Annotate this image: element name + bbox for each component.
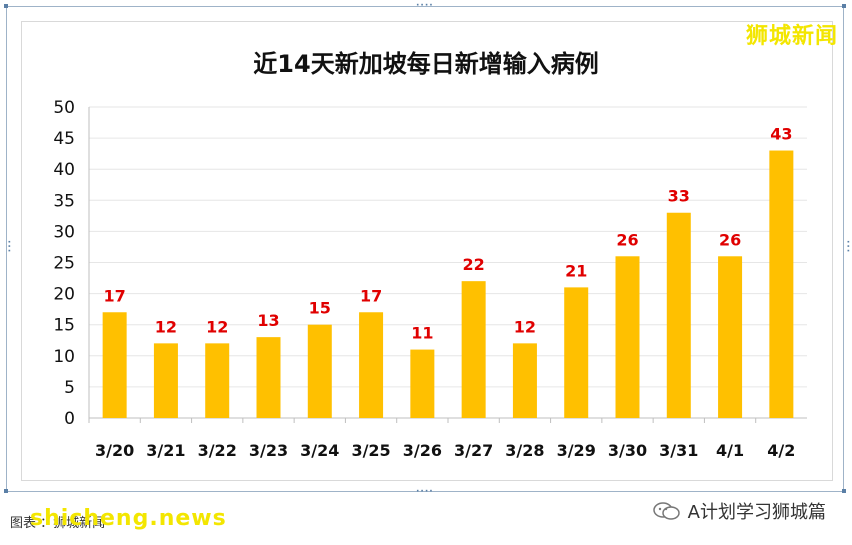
data-label: 26 bbox=[719, 230, 741, 249]
y-tick-label: 15 bbox=[53, 316, 75, 336]
bar bbox=[769, 150, 794, 419]
x-tick-label: 3/22 bbox=[198, 441, 237, 460]
data-label: 15 bbox=[309, 299, 331, 318]
x-tick-label: 3/28 bbox=[505, 441, 544, 460]
y-tick-label: 45 bbox=[53, 129, 75, 149]
credit-text: A计划学习狮城篇 bbox=[687, 502, 826, 523]
bar bbox=[153, 343, 178, 418]
x-tick-label: 3/27 bbox=[454, 441, 493, 460]
y-tick-label: 40 bbox=[53, 160, 75, 180]
bar bbox=[205, 343, 230, 418]
x-tick-label: 4/1 bbox=[716, 441, 744, 460]
bar bbox=[256, 337, 281, 418]
x-tick-label: 3/21 bbox=[146, 441, 185, 460]
bar bbox=[615, 256, 640, 418]
data-label: 43 bbox=[770, 125, 792, 144]
data-label: 12 bbox=[155, 317, 177, 336]
data-label: 33 bbox=[668, 187, 690, 206]
y-tick-label: 35 bbox=[53, 191, 75, 211]
data-label: 17 bbox=[360, 286, 382, 305]
wechat-icon bbox=[652, 502, 680, 520]
x-tick-label: 3/31 bbox=[659, 441, 698, 460]
corner-handle-top-right[interactable] bbox=[842, 4, 846, 8]
bar bbox=[410, 349, 435, 418]
data-label: 22 bbox=[463, 255, 485, 274]
bar bbox=[564, 287, 589, 418]
x-tick-label: 3/29 bbox=[557, 441, 596, 460]
bar bbox=[102, 312, 127, 418]
watermark-top: 狮城新闻 bbox=[745, 24, 838, 49]
y-tick-label: 50 bbox=[53, 98, 75, 118]
data-label: 17 bbox=[104, 286, 126, 305]
bar bbox=[718, 256, 743, 418]
x-tick-label: 3/23 bbox=[249, 441, 288, 460]
watermark-bottom: shicheng.news bbox=[30, 506, 227, 531]
chart-source: 图表 ：狮城新闻 bbox=[10, 516, 106, 531]
bar bbox=[461, 281, 486, 418]
data-label: 21 bbox=[565, 261, 587, 280]
y-tick-label: 30 bbox=[53, 222, 75, 242]
x-tick-label: 3/24 bbox=[300, 441, 339, 460]
resize-handle-bottom[interactable]: ···· bbox=[416, 487, 434, 497]
y-tick-label: 0 bbox=[64, 409, 75, 429]
data-label: 12 bbox=[206, 317, 228, 336]
data-label: 12 bbox=[514, 317, 536, 336]
x-tick-label: 3/20 bbox=[95, 441, 134, 460]
resize-handle-left[interactable]: ··· bbox=[3, 240, 13, 254]
resize-handle-right[interactable]: ··· bbox=[842, 240, 852, 254]
y-tick-label: 25 bbox=[53, 254, 75, 274]
data-label: 11 bbox=[411, 324, 433, 343]
x-tick-label: 3/25 bbox=[351, 441, 390, 460]
bar bbox=[666, 212, 691, 418]
data-label: 13 bbox=[257, 311, 279, 330]
credit: A计划学习狮城篇 bbox=[652, 498, 826, 524]
corner-handle-bottom-left[interactable] bbox=[4, 489, 8, 493]
x-tick-label: 3/26 bbox=[403, 441, 442, 460]
corner-handle-top-left[interactable] bbox=[4, 4, 8, 8]
x-tick-label: 3/30 bbox=[608, 441, 647, 460]
y-tick-label: 20 bbox=[53, 285, 75, 305]
bar bbox=[359, 312, 384, 418]
y-tick-label: 5 bbox=[64, 378, 75, 398]
bar bbox=[512, 343, 537, 418]
corner-handle-bottom-right[interactable] bbox=[842, 489, 846, 493]
resize-handle-top[interactable]: ···· bbox=[416, 1, 434, 11]
data-label: 26 bbox=[616, 230, 638, 249]
x-tick-label: 4/2 bbox=[767, 441, 795, 460]
chart-title: 近14天新加坡每日新增输入病例 bbox=[253, 50, 599, 78]
y-tick-label: 10 bbox=[53, 347, 75, 367]
bar bbox=[307, 324, 332, 418]
